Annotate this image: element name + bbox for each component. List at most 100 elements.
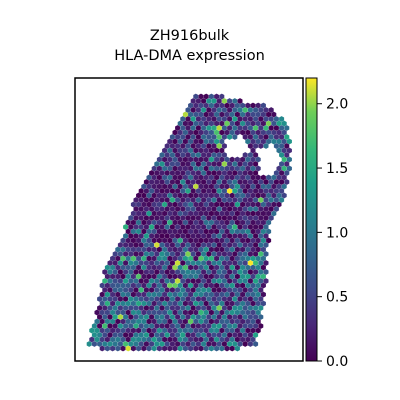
spot <box>190 197 196 203</box>
spot <box>180 287 186 293</box>
spot <box>104 318 110 325</box>
colorbar <box>305 77 318 362</box>
spot <box>227 224 233 230</box>
spot <box>151 210 157 217</box>
spot <box>240 246 246 253</box>
spot <box>206 215 212 221</box>
spot <box>156 174 162 181</box>
spot <box>107 260 113 266</box>
spot <box>188 219 194 226</box>
spot <box>136 237 142 244</box>
spot <box>190 269 196 275</box>
spot <box>143 323 149 329</box>
spot <box>216 323 222 329</box>
spot <box>247 206 253 212</box>
spot <box>263 125 269 131</box>
spot <box>232 224 238 230</box>
spot <box>188 228 194 235</box>
spot <box>266 174 272 181</box>
spot <box>167 291 173 298</box>
spot <box>175 251 181 257</box>
spot <box>143 332 149 338</box>
spot <box>245 246 251 253</box>
spot <box>162 147 168 154</box>
spot <box>128 242 134 248</box>
spot <box>224 273 230 280</box>
spot <box>164 287 170 293</box>
spot <box>193 219 199 226</box>
spot <box>216 152 222 158</box>
spot <box>175 161 181 167</box>
spot <box>167 228 173 235</box>
spot <box>232 188 238 194</box>
spot <box>162 192 168 199</box>
spot <box>138 251 144 257</box>
spot <box>216 188 222 194</box>
spot <box>245 183 251 190</box>
spot <box>229 219 235 226</box>
spot <box>198 318 204 325</box>
spot <box>123 269 129 275</box>
spot <box>128 260 134 266</box>
spot <box>245 273 251 280</box>
spot <box>255 102 261 109</box>
spot <box>159 323 165 329</box>
spot <box>172 210 178 217</box>
spot <box>180 269 186 275</box>
spot <box>151 255 157 262</box>
spot <box>112 314 118 320</box>
spot <box>149 332 155 338</box>
spot <box>136 291 142 298</box>
spot <box>151 282 157 289</box>
spot <box>273 125 279 131</box>
spot <box>255 201 261 208</box>
spot <box>138 296 144 302</box>
spot <box>232 242 238 248</box>
spot <box>229 129 235 136</box>
spot <box>107 323 113 329</box>
spot <box>224 264 230 271</box>
spot <box>250 318 256 325</box>
spot <box>128 341 134 347</box>
spot <box>99 336 105 343</box>
spot <box>180 296 186 302</box>
spot <box>169 233 175 239</box>
spot <box>240 174 246 181</box>
spot <box>193 165 199 172</box>
spot <box>258 251 264 257</box>
spot <box>279 125 285 131</box>
spot <box>263 278 269 284</box>
spot <box>190 260 196 266</box>
spot <box>193 291 199 298</box>
spot <box>260 219 266 226</box>
spot <box>149 251 155 257</box>
spot <box>188 120 194 127</box>
spot <box>175 242 181 248</box>
spot <box>102 314 108 320</box>
spot <box>284 152 290 158</box>
spot <box>104 309 110 316</box>
spot <box>133 215 139 221</box>
spot <box>190 314 196 320</box>
spot <box>206 206 212 212</box>
spot <box>123 287 129 293</box>
spot <box>141 219 147 226</box>
spot <box>104 345 110 352</box>
spot <box>190 125 196 131</box>
spot <box>164 143 170 149</box>
spot <box>237 260 243 266</box>
spot <box>214 111 220 118</box>
spot <box>193 201 199 208</box>
spot <box>167 282 173 289</box>
spot <box>164 233 170 239</box>
spot <box>227 170 233 176</box>
spot <box>143 287 149 293</box>
spot <box>133 224 139 230</box>
spot <box>219 345 225 352</box>
spot <box>195 224 201 230</box>
spot <box>234 336 240 343</box>
spot <box>219 327 225 334</box>
spot <box>214 129 220 136</box>
spot <box>143 179 149 185</box>
spot <box>234 327 240 334</box>
